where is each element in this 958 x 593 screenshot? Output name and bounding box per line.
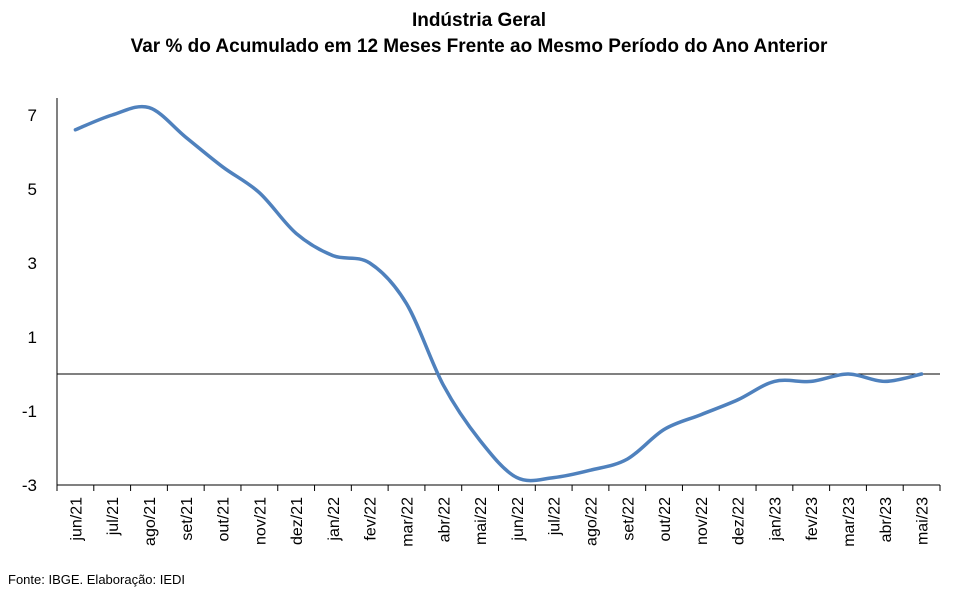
x-tick-label: set/21 <box>179 497 196 541</box>
y-tick-label: -3 <box>22 476 37 495</box>
y-tick-label: 3 <box>28 254 37 273</box>
y-tick-label: 7 <box>28 106 37 125</box>
x-tick-label: mar/23 <box>841 497 858 547</box>
chart-subtitle: Var % do Acumulado em 12 Meses Frente ao… <box>130 36 828 57</box>
x-tick-label: abr/22 <box>436 497 453 542</box>
x-tick-label: nov/21 <box>252 497 269 545</box>
x-axis: jun/21 jul/21 ago/21 set/21 out/21 nov/21 dez/… <box>56 484 941 547</box>
series-line <box>73 104 924 483</box>
y-tick-label: 1 <box>28 328 37 347</box>
chart-title: Indústria Geral <box>411 10 547 31</box>
x-tick-label: dez/21 <box>289 497 306 545</box>
x-tick-label: mai/23 <box>915 497 932 545</box>
chart-title-block: Indústria Geral Var % do Acumulado em 12… <box>0 8 958 60</box>
x-tick-label: ago/22 <box>583 497 600 546</box>
source-note: Fonte: IBGE. Elaboração: IEDI <box>8 572 186 587</box>
x-tick-label: ago/21 <box>142 497 159 546</box>
x-tick-label: fev/22 <box>363 497 380 541</box>
plot-area <box>57 104 940 483</box>
x-tick-label: mai/22 <box>473 497 490 545</box>
x-tick-label: out/21 <box>216 497 233 542</box>
x-tick-label: nov/22 <box>694 497 711 545</box>
x-tick-label: fev/23 <box>804 497 821 541</box>
x-tick-label: jan/23 <box>767 497 784 542</box>
x-tick-label: mar/22 <box>400 497 417 547</box>
x-tick-label: out/22 <box>657 497 674 542</box>
y-tick-label: -1 <box>22 402 37 421</box>
x-tick-label: set/22 <box>620 497 637 541</box>
x-tick-label: jun/22 <box>510 497 527 542</box>
x-tick-label: dez/22 <box>731 497 748 545</box>
x-tick-label: abr/23 <box>878 497 895 542</box>
x-tick-label: jul/22 <box>547 497 564 536</box>
y-tick-label: 5 <box>28 180 37 199</box>
x-tick-label: jun/21 <box>68 497 85 542</box>
y-axis: 7 5 3 1 -1 -3 <box>22 98 58 495</box>
x-tick-label: jan/22 <box>326 497 343 542</box>
x-tick-label: jul/21 <box>105 497 122 536</box>
